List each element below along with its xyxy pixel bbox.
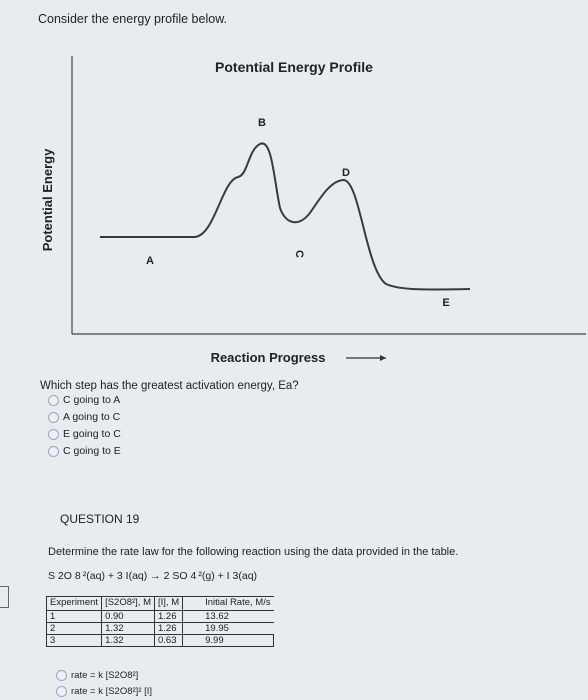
answer-option-2[interactable]: rate = k [S2O8²]² [I] bbox=[56, 686, 152, 697]
question-19-title: QUESTION 19 bbox=[60, 512, 140, 526]
table-row: 3 1.32 0.63 9.99 bbox=[45, 634, 275, 647]
table-header-row: Experiment [S2O8²], M [I], M Initial Rat… bbox=[45, 596, 274, 611]
option-label: A going to C bbox=[63, 411, 121, 423]
table-cell: 0.63 bbox=[153, 634, 183, 647]
radio-icon[interactable] bbox=[48, 428, 59, 440]
intro-text: Consider the energy profile below. bbox=[38, 12, 228, 26]
x-axis-label: Reaction Progress bbox=[211, 350, 326, 365]
option-1[interactable]: C going to A bbox=[48, 394, 120, 406]
table-cell: 13.62 bbox=[182, 610, 274, 623]
table-cell: 1.26 bbox=[153, 610, 183, 623]
table-cell: 19.95 bbox=[182, 622, 274, 635]
chart-title: Potential Energy Profile bbox=[215, 59, 373, 75]
table-cell: 1.32 bbox=[101, 622, 155, 635]
header-cell: Experiment bbox=[45, 596, 102, 611]
option-2[interactable]: A going to C bbox=[48, 411, 120, 423]
option-label: C going to A bbox=[63, 394, 121, 406]
point-label-e: E bbox=[442, 297, 449, 309]
table-cell: 1.26 bbox=[153, 622, 183, 635]
header-cell: [I], M bbox=[153, 596, 183, 611]
table-cell: 1 bbox=[45, 610, 102, 623]
table-cell: 0.90 bbox=[101, 610, 155, 623]
table-cell: 9.99 bbox=[182, 634, 275, 647]
table-row: 2 1.32 1.26 19.95 bbox=[45, 622, 274, 635]
question-19-text: Determine the rate law for the following… bbox=[48, 546, 459, 558]
y-axis-label: Potential Energy bbox=[40, 148, 55, 251]
radio-icon[interactable] bbox=[48, 394, 59, 406]
option-label: E going to C bbox=[63, 428, 121, 440]
answer-label: rate = k [S2O8²] bbox=[71, 670, 139, 681]
radio-icon[interactable] bbox=[48, 445, 59, 457]
header-cell: Initial Rate, M/s bbox=[182, 596, 274, 611]
option-3[interactable]: E going to C bbox=[48, 428, 121, 440]
header-cell: [S2O8²], M bbox=[101, 596, 155, 611]
question-text: Which step has the greatest activation e… bbox=[40, 380, 299, 392]
option-4[interactable]: C going to E bbox=[48, 445, 121, 457]
option-label: C going to E bbox=[63, 445, 121, 457]
radio-icon[interactable] bbox=[48, 411, 59, 423]
point-label-d: D bbox=[342, 167, 350, 179]
energy-profile-chart: Potential Energy Profile Potential Energ… bbox=[40, 56, 586, 365]
table-cell: 3 bbox=[45, 634, 102, 647]
radio-icon[interactable] bbox=[56, 686, 67, 697]
table-cell: 2 bbox=[45, 622, 102, 635]
question-marker bbox=[0, 586, 9, 608]
answer-option-1[interactable]: rate = k [S2O8²] bbox=[56, 670, 138, 681]
radio-icon[interactable] bbox=[56, 670, 67, 681]
answer-label: rate = k [S2O8²]² [I] bbox=[71, 686, 153, 697]
table-row: 1 0.90 1.26 13.62 bbox=[45, 610, 274, 623]
table-cell: 1.32 bbox=[101, 634, 155, 647]
rate-data-table: Experiment [S2O8²], M [I], M Initial Rat… bbox=[45, 596, 275, 647]
point-label-c: C bbox=[293, 250, 305, 258]
progress-arrow-head bbox=[380, 355, 386, 361]
reaction-equation: S 2O 8 ²(aq) + 3 I(aq) → 2 SO 4 ²(g) + I… bbox=[48, 570, 258, 582]
energy-curve bbox=[100, 142, 471, 291]
point-label-a: A bbox=[146, 255, 154, 267]
point-label-b: B bbox=[258, 117, 266, 129]
